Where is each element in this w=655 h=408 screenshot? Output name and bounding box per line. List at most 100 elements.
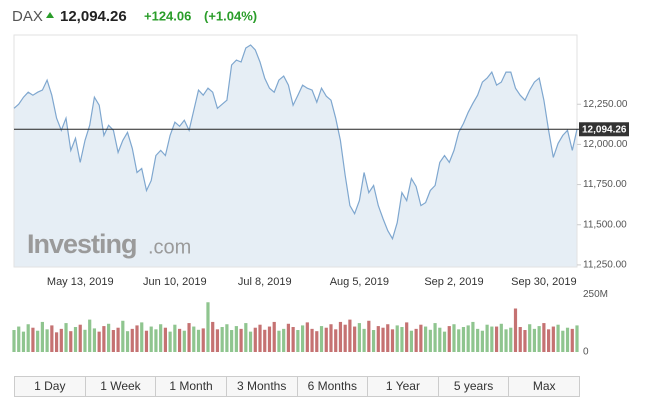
range-button[interactable]: 1 Month (156, 377, 227, 396)
volume-bar (343, 324, 347, 352)
plot-frame (13, 34, 578, 268)
volume-bar (452, 324, 456, 352)
volume-bar (258, 324, 262, 352)
volume-bar (466, 325, 470, 352)
volume-bar (291, 327, 295, 352)
range-button[interactable]: 1 Day (15, 377, 86, 396)
volume-bar (36, 330, 40, 352)
volume-bar (542, 323, 546, 352)
chart: DAX 12,094.26 +124.06 (+1.04%) Investing… (12, 8, 629, 358)
volume-bar (64, 323, 68, 352)
volume-bar (107, 323, 111, 352)
volume-bar (386, 324, 390, 352)
volume-bar (499, 323, 503, 352)
volume-bar (513, 308, 518, 352)
volume-bar (442, 331, 447, 352)
volume-bar (310, 328, 314, 352)
range-button[interactable]: 1 Year (368, 377, 439, 396)
volume-bar (149, 326, 153, 352)
range-button[interactable]: 5 years (438, 377, 510, 396)
volume-bar (50, 325, 54, 352)
up-arrow (46, 12, 54, 18)
volume-bar (215, 329, 220, 352)
x-tick-label: May 13, 2019 (47, 276, 114, 288)
volume-bar (476, 328, 480, 352)
volume-bar (282, 328, 286, 352)
volume-bar (405, 322, 409, 352)
volume-bar (490, 326, 494, 352)
volume-bar (73, 327, 78, 352)
volume-bar (206, 302, 210, 352)
volume-bar (424, 326, 428, 352)
volume-bar (159, 324, 163, 352)
volume-bar (400, 327, 404, 352)
volume-tick-label: 250M (583, 289, 608, 300)
range-button[interactable]: 1 Week (85, 377, 157, 396)
volume-bar (570, 328, 574, 352)
volume-bar (272, 321, 276, 352)
volume-bar (461, 327, 466, 352)
y-tick-label: 12,000.00 (583, 139, 628, 150)
volume-bar (537, 326, 541, 352)
volume-bar (324, 327, 328, 352)
x-tick-label: Sep 2, 2019 (424, 276, 483, 288)
volume-bar (263, 329, 267, 352)
volume-bar (428, 329, 432, 352)
volume-bar (173, 324, 177, 352)
volume-bar (362, 328, 366, 352)
volume-bar (45, 329, 49, 352)
volume-bar (315, 331, 319, 352)
volume-bar (83, 329, 87, 352)
volume-bar (267, 326, 272, 352)
volume-bar (135, 325, 139, 352)
volume-bar (485, 324, 489, 352)
y-tick-label: 12,250.00 (583, 99, 628, 110)
range-button[interactable]: Max (509, 377, 579, 396)
volume-bar (54, 332, 59, 352)
y-tick-label: 11,250.00 (583, 260, 627, 271)
change: +124.06 (144, 8, 191, 23)
volume-bar (305, 322, 309, 352)
price: 12,094.26 (60, 8, 127, 25)
volume-bar (121, 320, 125, 352)
volume-bar (211, 321, 215, 352)
volume-bar (59, 328, 63, 352)
volume-bar (253, 327, 257, 352)
volume-bar (300, 325, 305, 352)
y-tick-label: 11,750.00 (583, 179, 627, 190)
volume-bar (230, 330, 234, 352)
volume-bar (286, 323, 291, 352)
volume-bar (518, 327, 522, 352)
volume-bar (329, 324, 333, 352)
volume-bar (480, 330, 484, 352)
change-pct: (+1.04%) (204, 8, 257, 23)
volume-bar (409, 330, 414, 352)
volume-bar (182, 330, 186, 352)
volume-bar (88, 319, 92, 352)
volume-bar (248, 331, 253, 352)
volume-bar (523, 330, 527, 352)
volume-bar (371, 330, 376, 352)
volume-bar (395, 325, 399, 352)
volume-bar (457, 329, 461, 352)
volume-bar (532, 328, 537, 352)
volume-bar (319, 326, 324, 352)
volume-bar (528, 324, 532, 352)
volume-bar (26, 324, 30, 352)
volume-bar (225, 324, 229, 352)
range-button[interactable]: 3 Months (226, 377, 298, 396)
volume-bar (187, 323, 191, 352)
volume-bar (125, 331, 130, 352)
volume-bar (357, 323, 361, 352)
volume-bar (192, 326, 196, 352)
volume-bar (353, 326, 357, 352)
range-button[interactable]: 6 Months (297, 377, 369, 396)
volume-bar (239, 328, 243, 352)
volume-bar (504, 329, 508, 352)
volume-bar (419, 324, 423, 352)
symbol: DAX (12, 8, 43, 25)
volume-bar (367, 320, 371, 352)
volume-bar (168, 331, 172, 352)
volume-bar (116, 327, 120, 352)
x-tick-label: Jul 8, 2019 (238, 276, 292, 288)
